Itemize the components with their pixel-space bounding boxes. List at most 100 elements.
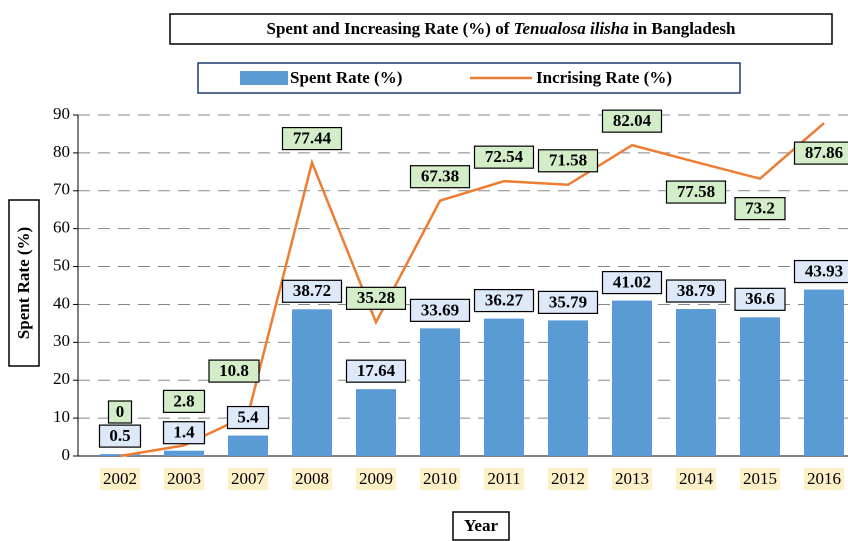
title-part: Tenualosa ilisha [514, 19, 630, 38]
x-tick-bg [548, 468, 588, 490]
y-tick-label: 50 [53, 255, 70, 274]
bar [612, 300, 652, 456]
bar-label: 36.27 [485, 290, 524, 309]
bar [484, 318, 524, 456]
bar-label-box [162, 421, 206, 445]
line-label: 77.44 [293, 128, 332, 147]
x-tick-label: 2014 [679, 469, 714, 488]
line-label-box [537, 149, 599, 173]
x-tick-label: 2007 [231, 469, 266, 488]
line-label-box [107, 400, 133, 424]
line-label: 10.8 [219, 361, 249, 380]
line-label: 35.28 [357, 288, 395, 307]
legend-box [197, 62, 741, 94]
x-tick-label: 2015 [743, 469, 777, 488]
y-tick-label: 30 [53, 331, 70, 350]
line-label-box [793, 141, 848, 165]
title-part: in Bangladesh [629, 19, 736, 38]
y-tick-label: 10 [53, 407, 70, 426]
line-label: 73.2 [745, 199, 775, 218]
bar [548, 320, 588, 456]
bar-label-box [473, 288, 535, 313]
legend-label: Incrising Rate (%) [536, 68, 672, 87]
bar [228, 435, 268, 456]
x-tick-bg [484, 468, 524, 490]
line-label-box [345, 286, 407, 310]
bar [804, 289, 844, 456]
bar-label: 38.72 [293, 281, 331, 300]
x-label-box [452, 511, 510, 541]
y-tick-label: 40 [53, 293, 70, 312]
line-label-box [409, 165, 471, 189]
title-box [169, 13, 833, 45]
line-label-box [208, 359, 260, 383]
line-label: 0 [116, 402, 125, 421]
chart-title: Spent and Increasing Rate (%) of Tenualo… [266, 19, 736, 38]
line-label: 82.04 [613, 111, 652, 130]
bar [676, 309, 716, 456]
x-tick-bg [164, 468, 204, 490]
x-tick-bg [292, 468, 332, 490]
bar-label-box [281, 279, 343, 303]
bar-label-box [537, 290, 599, 314]
bar [164, 450, 204, 456]
y-tick-label: 70 [53, 180, 70, 199]
line-label: 67.38 [421, 167, 459, 186]
line-label: 77.58 [677, 182, 715, 201]
x-tick-label: 2016 [807, 469, 841, 488]
x-tick-bg [804, 468, 844, 490]
y-label-box [8, 199, 40, 367]
bar [740, 317, 780, 456]
x-tick-label: 2012 [551, 469, 585, 488]
bar-label-box [226, 405, 270, 430]
x-tick-label: 2003 [167, 469, 201, 488]
x-tick-bg [676, 468, 716, 490]
y-tick-label: 0 [62, 445, 71, 464]
bar-label-box [98, 424, 142, 448]
x-tick-bg [740, 468, 780, 490]
bar-label-box [601, 270, 663, 295]
y-axis-label: Spent Rate (%) [14, 227, 33, 339]
line-label-box [734, 197, 786, 221]
x-tick-bg [356, 468, 396, 490]
bar-label: 33.69 [421, 300, 459, 319]
bar [292, 309, 332, 456]
y-tick-label: 80 [53, 142, 70, 161]
bar-label: 5.4 [237, 407, 259, 426]
y-tick-label: 90 [53, 104, 70, 123]
x-tick-label: 2009 [359, 469, 393, 488]
line-label-box [162, 389, 206, 413]
line-label-box [665, 180, 727, 204]
bar-label: 43.93 [805, 261, 843, 280]
x-tick-bg [100, 468, 140, 490]
bar-label: 0.5 [109, 426, 130, 445]
bar-label: 1.4 [173, 423, 195, 442]
bar [356, 389, 396, 456]
x-tick-label: 2013 [615, 469, 649, 488]
x-tick-bg [612, 468, 652, 490]
legend-label: Spent Rate (%) [290, 68, 402, 87]
bar-label-box [734, 287, 786, 311]
line-label: 87.86 [805, 143, 843, 162]
line-label: 2.8 [173, 391, 194, 410]
bar-label-box [793, 259, 848, 284]
bar-label: 36.6 [745, 289, 775, 308]
bar-label: 17.64 [357, 361, 396, 380]
bar-label-box [665, 279, 727, 303]
legend-swatch [240, 71, 288, 85]
line-label-box [601, 109, 663, 133]
x-tick-label: 2008 [295, 469, 329, 488]
x-tick-label: 2010 [423, 469, 457, 488]
x-tick-label: 2011 [487, 469, 520, 488]
bar-label: 38.79 [677, 281, 715, 300]
line-label: 71.58 [549, 151, 587, 170]
y-tick-label: 60 [53, 218, 70, 237]
x-tick-bg [228, 468, 268, 490]
line-label-box [281, 126, 343, 151]
x-axis-label: Year [464, 516, 498, 535]
x-tick-label: 2002 [103, 469, 137, 488]
bar-label-box [345, 359, 407, 383]
y-tick-label: 20 [53, 369, 70, 388]
line-label: 72.54 [485, 147, 524, 166]
